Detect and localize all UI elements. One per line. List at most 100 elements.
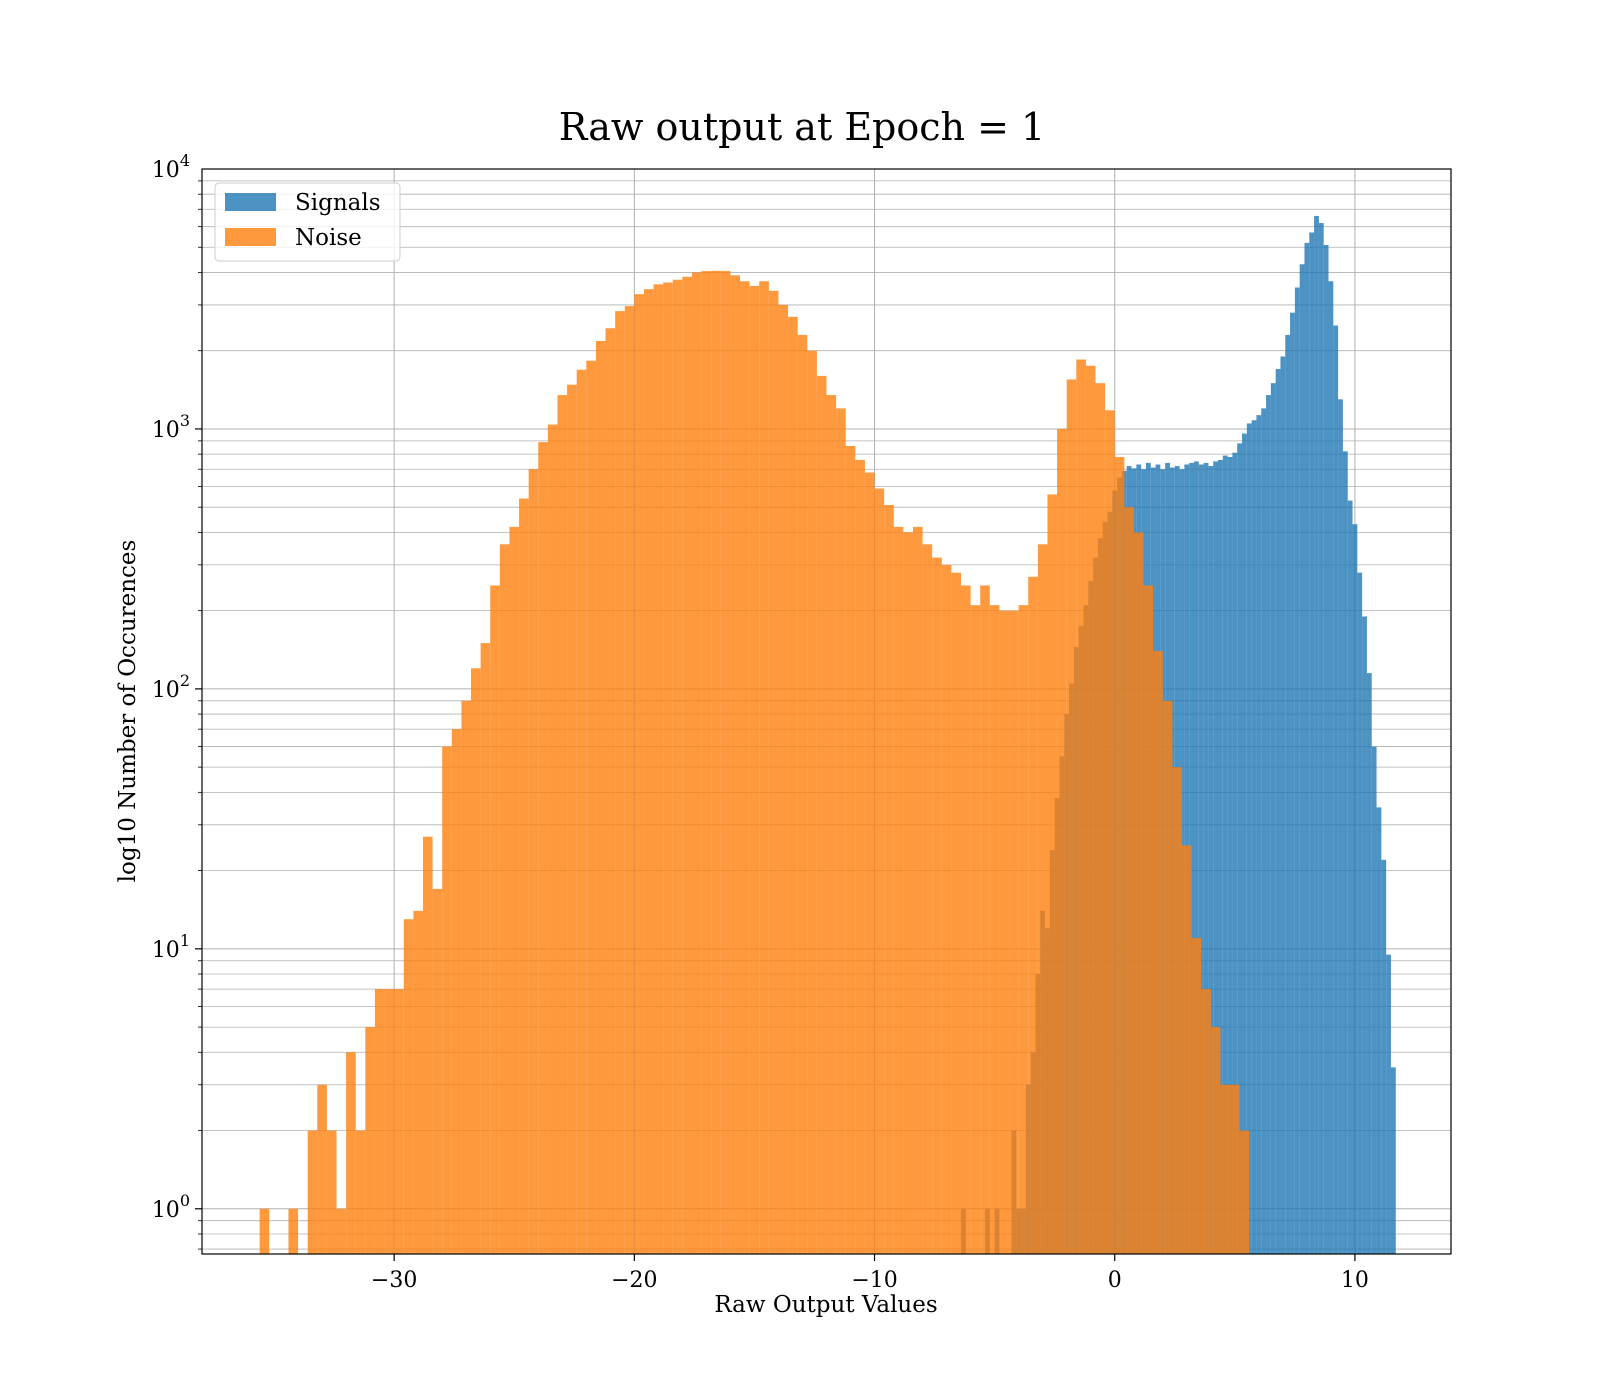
noise-bar [768, 290, 779, 1254]
x-tick-label: 10 [1341, 1268, 1369, 1293]
noise-bar [384, 989, 395, 1254]
noise-bar [807, 350, 817, 1254]
signals-bar [1237, 443, 1243, 1254]
noise-bar [1105, 410, 1115, 1255]
noise-bar [797, 334, 808, 1255]
noise-bar [346, 1052, 356, 1254]
signals-bar [1338, 399, 1343, 1255]
x-axis-label: Raw Output Values [714, 1292, 937, 1318]
series-noise [259, 270, 1250, 1255]
noise-bar [1009, 610, 1019, 1254]
noise-bar [691, 272, 702, 1255]
noise-bar [1201, 989, 1211, 1254]
signals-bar [1299, 264, 1305, 1255]
noise-bar [422, 836, 433, 1254]
signals-bar [1347, 500, 1353, 1254]
y-tick-label: 102 [152, 671, 190, 703]
noise-bar [365, 1027, 375, 1254]
histogram-bars [259, 215, 1396, 1255]
y-tick-label: 100 [152, 1191, 190, 1223]
noise-bar [826, 395, 837, 1254]
noise-bar [951, 572, 962, 1254]
signals-bar [1251, 420, 1257, 1254]
noise-bar [653, 284, 664, 1254]
noise-bar [432, 888, 443, 1254]
signals-bar [1366, 673, 1372, 1254]
signals-bar [1376, 807, 1382, 1254]
noise-bar [701, 271, 712, 1254]
noise-bar [788, 316, 798, 1254]
noise-bar [1124, 507, 1134, 1254]
noise-bar [961, 585, 971, 1254]
noise-bar [374, 989, 385, 1254]
signals-bar [1304, 242, 1310, 1255]
noise-bar [730, 275, 741, 1254]
noise-bar [711, 270, 721, 1254]
noise-bar [1230, 1084, 1240, 1254]
x-tick-label: −30 [371, 1268, 417, 1293]
chart-title: Raw output at Epoch = 1 [559, 105, 1045, 149]
noise-bar [720, 271, 731, 1254]
signals-bar [1381, 859, 1387, 1254]
noise-bar [480, 643, 491, 1254]
noise-bar [682, 276, 692, 1254]
noise-bar [605, 328, 616, 1254]
noise-bar [922, 544, 933, 1254]
noise-bar [509, 526, 520, 1254]
y-axis-label: log10 Number of Occurences [115, 540, 141, 883]
noise-bar [394, 989, 404, 1254]
x-axis-ticks: −30 −20 −10 0 10 [371, 1254, 1369, 1293]
signals-bar [1290, 312, 1295, 1254]
signals-bar [1261, 408, 1267, 1254]
noise-bar [1162, 700, 1173, 1254]
signals-bar [1256, 415, 1262, 1255]
noise-bar [538, 442, 548, 1254]
noise-bar [663, 282, 673, 1254]
noise-bar [980, 585, 990, 1254]
noise-bar [1220, 1084, 1231, 1254]
noise-bar [884, 504, 894, 1254]
noise-bar [490, 585, 500, 1254]
noise-bar [1047, 494, 1058, 1254]
noise-bar [932, 557, 942, 1254]
signals-bar [1227, 456, 1233, 1255]
noise-bar [442, 746, 452, 1254]
noise-bar [624, 306, 635, 1255]
signals-bar [1314, 215, 1319, 1254]
noise-bar [547, 424, 558, 1254]
noise-bar [845, 445, 856, 1254]
noise-bar [1172, 767, 1182, 1254]
noise-bar [1133, 532, 1144, 1254]
legend-label-signals: Signals [295, 190, 381, 216]
legend-swatch-noise [225, 228, 276, 246]
noise-bar [326, 1130, 337, 1254]
noise-bar [941, 564, 952, 1254]
noise-bar [336, 1208, 347, 1254]
noise-bar [1085, 365, 1096, 1254]
signals-bar [1266, 395, 1271, 1254]
noise-bar [519, 498, 529, 1255]
noise-bar [1181, 845, 1192, 1254]
noise-bar [759, 281, 769, 1254]
noise-bar [634, 294, 644, 1255]
noise-bar [1153, 650, 1163, 1254]
noise-bar [317, 1084, 327, 1254]
noise-bar [740, 281, 750, 1254]
signals-bar [1386, 954, 1391, 1254]
noise-bar [1028, 576, 1038, 1254]
noise-bar [403, 919, 414, 1254]
signals-bar [1390, 1067, 1396, 1254]
signals-bar [1242, 433, 1247, 1255]
noise-bar [1143, 585, 1154, 1254]
signals-bar [1357, 572, 1363, 1254]
noise-bar [595, 340, 606, 1254]
noise-bar [893, 526, 904, 1254]
noise-bar [288, 1208, 299, 1254]
signals-bar [1213, 461, 1219, 1254]
noise-bar [1018, 605, 1029, 1254]
signals-bar [1246, 423, 1252, 1254]
noise-bar [567, 384, 577, 1254]
noise-bar [778, 304, 789, 1254]
noise-bar [903, 532, 913, 1254]
